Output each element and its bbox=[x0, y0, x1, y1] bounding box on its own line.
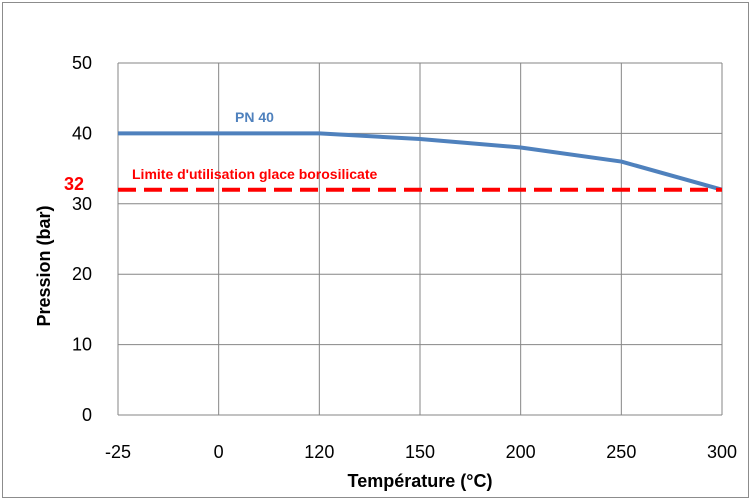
series-label-limit: Limite d'utilisation glace borosilicate bbox=[132, 166, 377, 182]
x-tick-label: 150 bbox=[405, 442, 435, 462]
x-axis-title: Température (°C) bbox=[348, 471, 493, 491]
y-tick-label: 0 bbox=[82, 405, 92, 425]
x-tick-label: 250 bbox=[606, 442, 636, 462]
grid bbox=[117, 62, 723, 416]
x-tick-labels: -25 0 120 150 200 250 300 bbox=[105, 442, 737, 462]
limit-value-label: 32 bbox=[64, 174, 84, 194]
y-tick-labels: 0 10 20 30 40 50 bbox=[72, 53, 92, 425]
series-label-pn40: PN 40 bbox=[235, 109, 274, 125]
y-tick-label: 20 bbox=[72, 264, 92, 284]
series-lines bbox=[118, 131, 723, 192]
y-tick-label: 40 bbox=[72, 123, 92, 143]
x-tick-label: 0 bbox=[214, 442, 224, 462]
x-tick-label: 200 bbox=[506, 442, 536, 462]
x-tick-label: 120 bbox=[304, 442, 334, 462]
y-tick-label: 50 bbox=[72, 53, 92, 73]
pn40-line bbox=[118, 131, 723, 192]
y-tick-label: 30 bbox=[72, 194, 92, 214]
y-tick-label: 10 bbox=[72, 335, 92, 355]
y-axis-title: Pression (bar) bbox=[34, 205, 54, 326]
x-tick-label: 300 bbox=[707, 442, 737, 462]
x-tick-label: -25 bbox=[105, 442, 131, 462]
